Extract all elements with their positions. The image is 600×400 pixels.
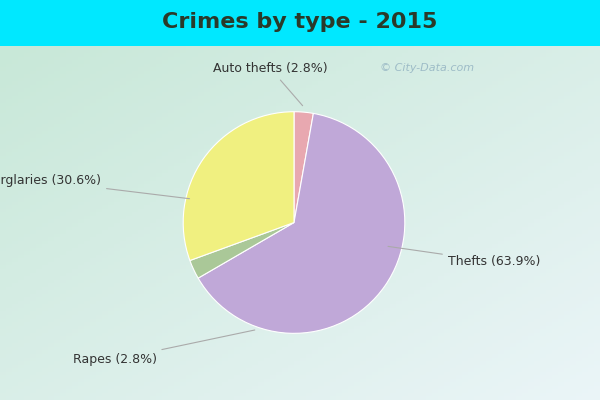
Wedge shape bbox=[183, 112, 294, 260]
Text: Thefts (63.9%): Thefts (63.9%) bbox=[388, 246, 540, 268]
Text: Crimes by type - 2015: Crimes by type - 2015 bbox=[163, 12, 437, 32]
Wedge shape bbox=[198, 114, 405, 333]
Wedge shape bbox=[190, 222, 294, 278]
Text: Auto thefts (2.8%): Auto thefts (2.8%) bbox=[213, 62, 328, 106]
Text: © City-Data.com: © City-Data.com bbox=[380, 64, 474, 74]
Text: Burglaries (30.6%): Burglaries (30.6%) bbox=[0, 174, 190, 199]
Text: Rapes (2.8%): Rapes (2.8%) bbox=[73, 330, 255, 366]
Wedge shape bbox=[294, 112, 313, 222]
